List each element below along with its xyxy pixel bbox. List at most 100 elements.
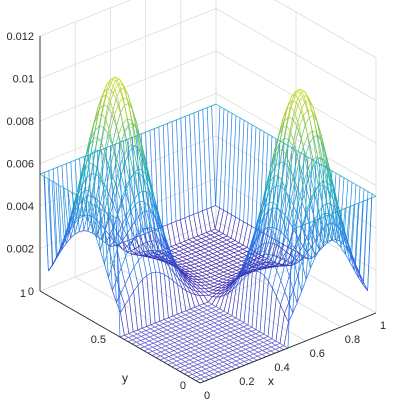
z-tick-label: 0.012 — [6, 31, 34, 43]
mesh-line — [115, 217, 121, 338]
mesh-line — [183, 338, 188, 342]
mesh-line — [218, 318, 224, 322]
mesh-line — [110, 146, 115, 246]
mesh-line — [168, 266, 174, 273]
mesh-line — [68, 212, 74, 233]
mesh-line — [48, 170, 54, 265]
mesh-line — [305, 268, 311, 280]
mesh-line — [174, 261, 180, 271]
mesh-line — [97, 113, 103, 116]
mesh-line — [358, 201, 364, 279]
mesh-line — [142, 228, 148, 253]
mesh-line — [199, 305, 204, 309]
mesh-line — [220, 341, 226, 344]
mesh-line — [257, 350, 263, 353]
mesh-line — [216, 345, 221, 348]
mesh-line — [120, 284, 126, 294]
mesh-line — [210, 362, 215, 366]
mesh-line — [250, 343, 255, 347]
mesh-line — [216, 339, 222, 342]
mesh-line — [214, 235, 219, 238]
mesh-line — [148, 256, 153, 259]
mesh-line — [205, 364, 211, 368]
mesh-line — [176, 320, 181, 323]
mesh-line — [243, 322, 249, 326]
mesh-line — [185, 114, 190, 117]
mesh-line — [207, 261, 213, 264]
mesh-line — [128, 335, 133, 338]
mesh-line — [214, 320, 219, 324]
mesh-line — [295, 251, 300, 255]
y-tick-label: 0 — [180, 380, 186, 392]
mesh-line — [191, 343, 196, 347]
mesh-line — [210, 357, 216, 360]
mesh-line — [140, 338, 146, 341]
mesh-line — [145, 330, 151, 334]
mesh-line — [218, 363, 223, 367]
mesh-line — [206, 269, 212, 272]
mesh-line — [226, 277, 232, 281]
mesh-line — [346, 238, 352, 252]
mesh-line — [333, 189, 338, 212]
mesh-line — [201, 362, 207, 366]
mesh-line — [91, 173, 96, 196]
mesh-line — [230, 327, 235, 331]
mesh-line — [250, 339, 255, 343]
mesh-line — [61, 165, 67, 244]
mesh-line — [132, 135, 137, 138]
mesh-line — [267, 189, 272, 212]
mesh-line — [187, 247, 193, 251]
mesh-line — [187, 332, 193, 336]
mesh-line — [237, 260, 242, 264]
mesh-line — [56, 249, 61, 259]
mesh-line — [96, 224, 102, 237]
mesh-line — [200, 376, 205, 380]
mesh-line — [196, 279, 202, 283]
mesh-line — [65, 230, 71, 244]
mesh-line — [227, 276, 232, 279]
mesh-line — [259, 339, 264, 343]
mesh-line — [211, 303, 217, 307]
mesh-line — [190, 347, 195, 351]
mesh-line — [271, 138, 277, 238]
mesh-line — [148, 342, 154, 346]
mesh-line — [279, 138, 285, 163]
mesh-line — [101, 95, 107, 115]
mesh-line — [306, 171, 312, 198]
mesh-line — [221, 337, 226, 340]
mesh-line — [116, 112, 121, 127]
mesh-line — [214, 363, 219, 366]
mesh-line — [177, 352, 182, 356]
mesh-line — [106, 78, 112, 89]
mesh-line — [149, 130, 155, 231]
mesh-line — [210, 314, 216, 317]
mesh-line — [242, 223, 248, 246]
mesh-line — [125, 207, 131, 217]
mesh-line — [186, 345, 191, 349]
mesh-line — [197, 364, 202, 368]
mesh-line — [268, 202, 274, 229]
mesh-line — [113, 191, 118, 214]
mesh-line — [134, 201, 140, 206]
mesh-line — [247, 326, 253, 330]
mesh-line — [185, 357, 190, 361]
mesh-line — [350, 251, 356, 266]
mesh-line — [259, 129, 265, 133]
mesh-line — [209, 330, 214, 333]
mesh-line — [201, 317, 207, 321]
mesh-line — [149, 231, 154, 253]
mesh-line — [122, 149, 128, 160]
mesh-line — [332, 239, 337, 244]
mesh-line — [184, 241, 189, 244]
mesh-line — [349, 204, 355, 207]
mesh-line — [240, 268, 246, 276]
mesh-line — [161, 337, 167, 341]
mesh-line — [115, 98, 121, 114]
mesh-line — [251, 258, 256, 267]
mesh-line — [291, 100, 297, 103]
mesh-line — [363, 282, 368, 291]
mesh-line — [245, 351, 250, 354]
mesh-line — [128, 333, 133, 337]
mesh-line — [120, 256, 126, 268]
mesh-line — [77, 172, 82, 191]
